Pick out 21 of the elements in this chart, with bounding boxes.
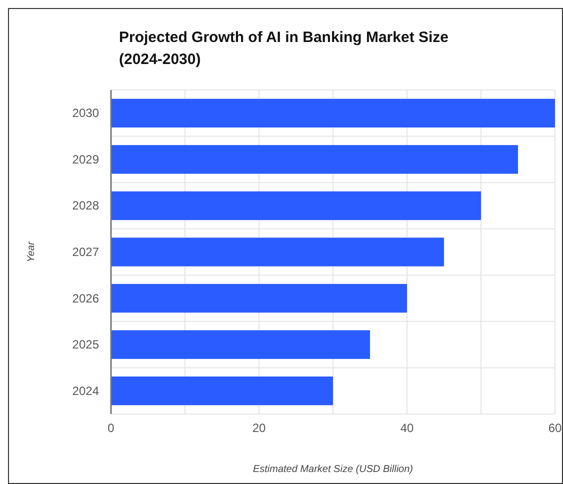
y-tick-label: 2024 [72, 384, 100, 398]
y-tick-label: 2026 [72, 291, 100, 306]
y-tick-label: 2028 [72, 198, 100, 213]
x-axis-title: Estimated Market Size (USD Billion) [252, 464, 414, 475]
x-tick-label: 0 [108, 421, 115, 435]
y-axis-title: Year [26, 241, 37, 262]
bar [111, 284, 407, 313]
bar [111, 330, 370, 359]
bar [111, 98, 555, 128]
y-tick-label: 2025 [72, 338, 100, 352]
bar [111, 238, 444, 266]
bar [111, 191, 481, 220]
y-tick-label: 2030 [72, 106, 100, 120]
x-tick-label: 20 [252, 421, 266, 435]
y-tick-label: 2029 [72, 152, 100, 166]
x-tick-label: 40 [400, 421, 414, 435]
bar [111, 145, 518, 174]
bar [111, 376, 333, 406]
y-tick-label: 2027 [72, 245, 100, 259]
chart-title: Projected Growth of AI in Banking Market Size (2024-2030) [119, 29, 448, 68]
x-tick-label: 60 [548, 421, 562, 435]
